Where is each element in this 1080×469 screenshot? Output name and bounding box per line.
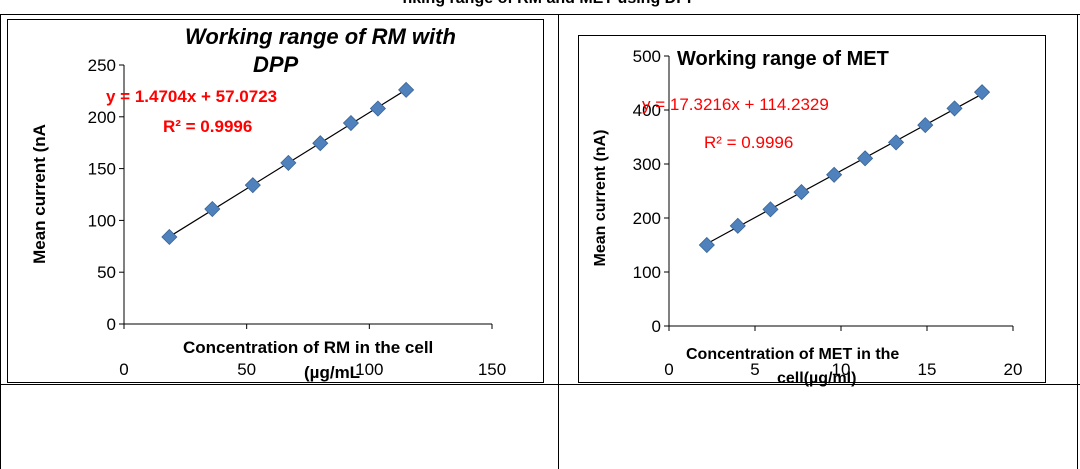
rm-trendline-equation: y = 1.4704x + 57.0723: [106, 87, 277, 106]
rm-y-tick-label: 100: [88, 211, 116, 230]
table-border-row: [0, 384, 1080, 385]
rm-data-point: [244, 177, 261, 194]
rm-data-point: [398, 81, 415, 98]
rm-x-axis-label: Concentration of RM in the cell: [183, 338, 433, 357]
met-x-tick-label: 0: [664, 360, 673, 379]
rm-y-tick-label: 0: [107, 315, 116, 334]
met-y-tick-label: 500: [633, 47, 661, 66]
met-data-point: [973, 84, 991, 101]
met-data-point: [698, 236, 715, 254]
rm-data-point: [342, 114, 359, 132]
table-header-text: nking range of RM and MET using DPP: [340, 0, 760, 12]
table-border-divider: [558, 14, 559, 469]
met-y-tick-label: 300: [633, 155, 661, 174]
rm-r-squared: R² = 0.9996: [163, 117, 252, 136]
met-data-point: [857, 150, 874, 167]
met-data-point: [793, 184, 810, 201]
met-chart: 0 100 200 300 400 500 0 5 10 15 20 Working range of…: [592, 47, 1023, 387]
met-chart-title: Working range of MET: [677, 48, 889, 70]
rm-data-point: [312, 135, 329, 152]
rm-data-point: [161, 228, 178, 246]
rm-x-tick-label: 150: [478, 360, 506, 379]
rm-y-tick-label: 200: [88, 108, 116, 127]
rm-chart-title: Working range of RM with: [185, 24, 456, 49]
met-data-point: [917, 117, 934, 134]
rm-x-tick-label: 100: [355, 360, 383, 379]
rm-chart: 0 50 100 150 200 250 0 50 100 150 Working range of…: [30, 24, 506, 382]
met-data-point: [826, 166, 843, 183]
rm-data-point: [204, 200, 221, 218]
met-y-axis-label: Mean current (nA): [592, 130, 609, 267]
met-chart-frame: 0 100 200 300 400 500 0 5 10 15 20 Working range of…: [578, 35, 1046, 387]
met-y-tick-label: 0: [652, 317, 661, 336]
met-x-axis-label: Concentration of MET in the: [686, 346, 899, 363]
table-border-left: [0, 14, 1, 469]
rm-y-axis-label: Mean current (nA: [30, 124, 49, 264]
met-trendline-equation: y = 17.3216x + 114.2329: [642, 95, 829, 114]
rm-y-tick-label: 150: [88, 160, 116, 179]
rm-chart-title: DPP: [253, 52, 299, 77]
met-x-tick-label: 15: [918, 360, 937, 379]
met-y-tick-label: 400: [633, 101, 661, 120]
met-x-tick-label: 10: [832, 360, 851, 379]
met-trendline: [706, 93, 983, 245]
rm-x-tick-label: 50: [237, 360, 256, 379]
met-data-point: [729, 217, 746, 234]
met-y-tick-label: 100: [633, 263, 661, 282]
met-x-tick-label: 20: [1004, 360, 1023, 379]
rm-y-tick-label: 50: [97, 263, 116, 282]
rm-x-axis-label-line2: (µg/mL: [304, 363, 360, 382]
met-data-point: [946, 100, 963, 117]
met-x-tick-label: 5: [750, 360, 759, 379]
met-data-point: [887, 134, 905, 151]
met-x-axis-label-line2: cell(µg/ml): [777, 370, 856, 387]
table-border-top: [0, 14, 1080, 15]
met-r-squared: R² = 0.9996: [704, 133, 793, 152]
met-y-tick-label: 200: [633, 209, 661, 228]
rm-data-point: [280, 154, 297, 171]
rm-chart-frame: 0 50 100 150 200 250 0 50 100 150 Working range of…: [7, 19, 544, 383]
rm-y-tick-label: 250: [88, 56, 116, 75]
table-border-right: [1077, 14, 1078, 469]
rm-data-point: [369, 100, 386, 117]
met-data-point: [762, 201, 779, 218]
rm-x-tick-label: 0: [119, 360, 128, 379]
